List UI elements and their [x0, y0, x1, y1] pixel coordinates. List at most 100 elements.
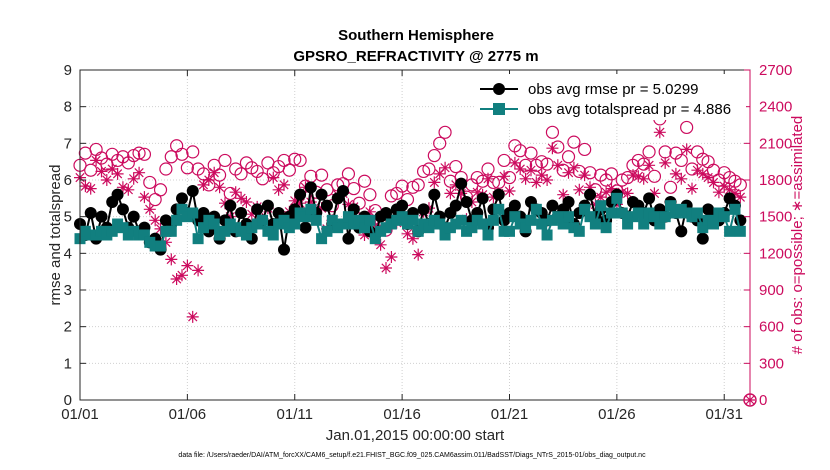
spread-point: [697, 222, 709, 234]
spread-point: [171, 214, 183, 226]
obs-assimilated-point: [412, 248, 425, 261]
axis-ticks: 01/01 01/06 01/11 01/16 01/21 01/26 01/31 0 1 2 3 4…: [61, 62, 792, 423]
spread-point: [337, 218, 349, 230]
obs-assimilated-point: [680, 143, 693, 156]
obs-assimilated-point: [111, 167, 124, 180]
spread-point: [520, 222, 532, 234]
obs-assimilated-point: [621, 187, 634, 200]
spread-point: [659, 211, 671, 223]
obs-possible-point: [137, 147, 152, 161]
rmse-point: [235, 207, 248, 219]
obs-assimilated-point: [428, 176, 441, 189]
spread-point: [117, 222, 129, 234]
x-tick-label: 01/06: [169, 406, 207, 423]
rmse-point: [396, 199, 409, 212]
y-tick-label-left: 6: [64, 172, 72, 189]
y-tick-label-left: 5: [64, 209, 72, 226]
rmse-point: [675, 225, 688, 238]
obs-assimilated-point: [138, 191, 151, 204]
obs-possible-point: [212, 168, 227, 182]
obs-assimilated-point: [627, 169, 639, 182]
obs-assimilated-point: [385, 251, 398, 263]
rmse-point: [455, 177, 468, 190]
spread-point: [192, 233, 204, 245]
obs-assimilated-point: [718, 180, 731, 193]
obs-assimilated-point: [498, 170, 511, 183]
spread-point: [455, 214, 467, 226]
spread-point: [257, 214, 269, 226]
spread-point: [525, 214, 537, 226]
obs-assimilated-point: [702, 171, 715, 184]
rmse-point: [643, 192, 656, 205]
spread-point: [724, 225, 736, 237]
obs-assimilated-point: [181, 259, 194, 272]
obs-assimilated-point: [686, 182, 698, 195]
obs-assimilated-point: [712, 186, 725, 199]
spread-point: [396, 211, 408, 223]
spread-point: [600, 222, 612, 234]
obs-possible-point: [545, 125, 560, 139]
obs-assimilated-point: [143, 203, 156, 216]
obs-possible-point: [255, 172, 270, 186]
obs-assimilated-point: [471, 186, 484, 199]
spread-point: [412, 225, 424, 237]
obs-assimilated-point: [197, 178, 210, 191]
obs-assimilated-point: [525, 164, 537, 177]
legend: obs avg rmse pr = 5.0299 obs avg totalsp…: [474, 74, 746, 120]
x-tick-label: 01/16: [383, 406, 421, 423]
spread-point: [589, 218, 601, 230]
obs-assimilated-point: [176, 269, 188, 282]
obs-assimilated-point: [482, 172, 494, 185]
y-axis-label-left: rmse and totalspread: [47, 165, 64, 306]
obs-assimilated-point: [116, 181, 129, 194]
obs-assimilated-point: [557, 188, 570, 201]
obs-assimilated-point: [95, 165, 108, 178]
y-tick-label-right: 1500: [759, 209, 792, 226]
obs-assimilated-point: [605, 182, 618, 195]
rmse-point: [449, 199, 462, 212]
spread-point: [482, 229, 494, 241]
y-tick-label-left: 2: [64, 319, 72, 336]
legend-rmse-marker: [493, 83, 505, 95]
spread-point: [369, 233, 381, 245]
obs-possible-point: [561, 150, 576, 164]
obs-assimilated-point: [659, 156, 672, 169]
obs-assimilated-point: [648, 187, 661, 200]
rmse-point: [417, 203, 430, 216]
obs-possible-point: [433, 136, 447, 150]
obs-assimilated-point: [551, 159, 564, 172]
spread-point: [622, 218, 634, 230]
obs-possible-point: [642, 145, 656, 159]
spread-point: [509, 211, 521, 223]
obs-possible-point: [314, 168, 329, 182]
spread-point: [353, 214, 365, 226]
y-tick-label-left: 3: [64, 282, 72, 299]
y-tick-label-right: 0: [759, 392, 767, 409]
legend-spread-label: obs avg totalspread pr = 4.886: [528, 101, 731, 118]
obs-assimilated-point: [514, 163, 527, 175]
obs-possible-point: [282, 163, 296, 177]
obs-assimilated-point: [508, 156, 521, 169]
rmse-point: [84, 207, 97, 219]
obs-assimilated-point: [696, 167, 709, 180]
obs-assimilated-point: [669, 167, 682, 180]
rmse-point: [251, 203, 264, 216]
chart-title: Southern Hemisphere: [338, 27, 494, 44]
obs-assimilated-point: [304, 196, 317, 208]
obs-assimilated-point: [127, 172, 140, 185]
obs-possible-point: [164, 150, 178, 164]
spread-point: [316, 233, 328, 245]
obs-assimilated-point: [734, 191, 747, 204]
obs-possible-point: [497, 153, 511, 168]
spread-point: [197, 222, 209, 234]
obs-assimilated-point: [439, 161, 452, 174]
obs-assimilated-point: [267, 171, 280, 184]
y-tick-label-right: 1800: [759, 172, 792, 189]
rmse-point: [127, 210, 140, 223]
obs-possible-point: [395, 179, 409, 193]
obs-possible-point: [567, 135, 581, 149]
legend-rmse-label: obs avg rmse pr = 5.0299: [528, 81, 699, 98]
obs-assimilated-point: [444, 187, 457, 200]
rmse-point: [278, 243, 291, 256]
y-tick-label-right: 1200: [759, 245, 792, 262]
